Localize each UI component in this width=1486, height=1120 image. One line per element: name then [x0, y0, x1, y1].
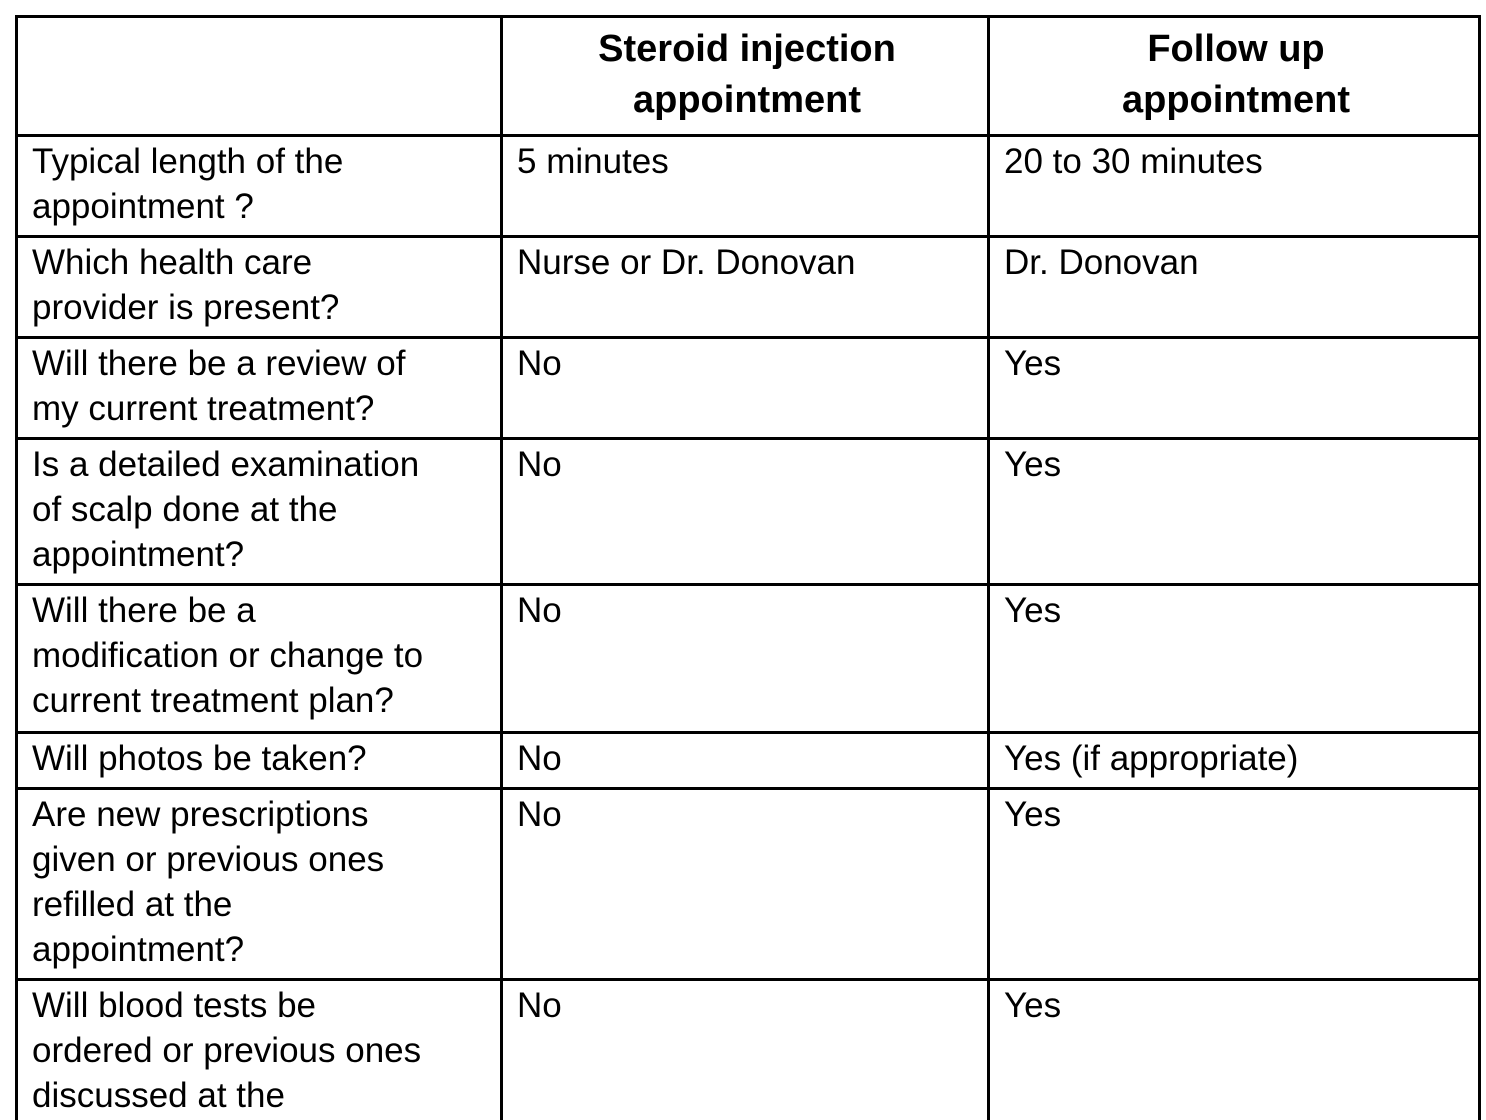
question-cell: Is a detailed examination of scalp done …: [15, 437, 503, 586]
steroid-answer-cell: No: [500, 583, 990, 734]
followup-answer-cell: Yes (if appropriate): [987, 731, 1481, 790]
corner-header-cell: [15, 15, 503, 137]
table-row: Will there be a modification or change t…: [15, 583, 1481, 734]
followup-answer-cell: Yes: [987, 787, 1481, 981]
steroid-answer-cell: No: [500, 731, 990, 790]
table-row: Typical length of the appointment ? 5 mi…: [15, 134, 1481, 238]
table-row: Are new prescriptions given or previous …: [15, 787, 1481, 981]
followup-answer-cell: 20 to 30 minutes: [987, 134, 1481, 238]
followup-answer-cell: Yes: [987, 583, 1481, 734]
header-row: Steroid injection appointment Follow up …: [15, 15, 1481, 137]
steroid-answer-cell: No: [500, 978, 990, 1120]
followup-answer-cell: Yes: [987, 437, 1481, 586]
table-row: Will blood tests be ordered or previous …: [15, 978, 1481, 1120]
question-cell: Will there be a modification or change t…: [15, 583, 503, 734]
followup-answer-cell: Yes: [987, 336, 1481, 440]
steroid-answer-cell: 5 minutes: [500, 134, 990, 238]
followup-appointment-header: Follow up appointment: [987, 15, 1481, 137]
steroid-answer-cell: No: [500, 437, 990, 586]
steroid-answer-cell: No: [500, 787, 990, 981]
question-cell: Will there be a review of my current tre…: [15, 336, 503, 440]
table-row: Which health care provider is present? N…: [15, 235, 1481, 339]
followup-answer-cell: Dr. Donovan: [987, 235, 1481, 339]
table-row: Will there be a review of my current tre…: [15, 336, 1481, 440]
appointment-comparison-table: Steroid injection appointment Follow up …: [15, 15, 1481, 1120]
table-row: Is a detailed examination of scalp done …: [15, 437, 1481, 586]
steroid-answer-cell: No: [500, 336, 990, 440]
question-cell: Are new prescriptions given or previous …: [15, 787, 503, 981]
steroid-answer-cell: Nurse or Dr. Donovan: [500, 235, 990, 339]
question-cell: Will blood tests be ordered or previous …: [15, 978, 503, 1120]
table-row: Will photos be taken? No Yes (if appropr…: [15, 731, 1481, 790]
followup-answer-cell: Yes: [987, 978, 1481, 1120]
question-cell: Typical length of the appointment ?: [15, 134, 503, 238]
question-cell: Will photos be taken?: [15, 731, 503, 790]
question-cell: Which health care provider is present?: [15, 235, 503, 339]
steroid-appointment-header: Steroid injection appointment: [500, 15, 990, 137]
